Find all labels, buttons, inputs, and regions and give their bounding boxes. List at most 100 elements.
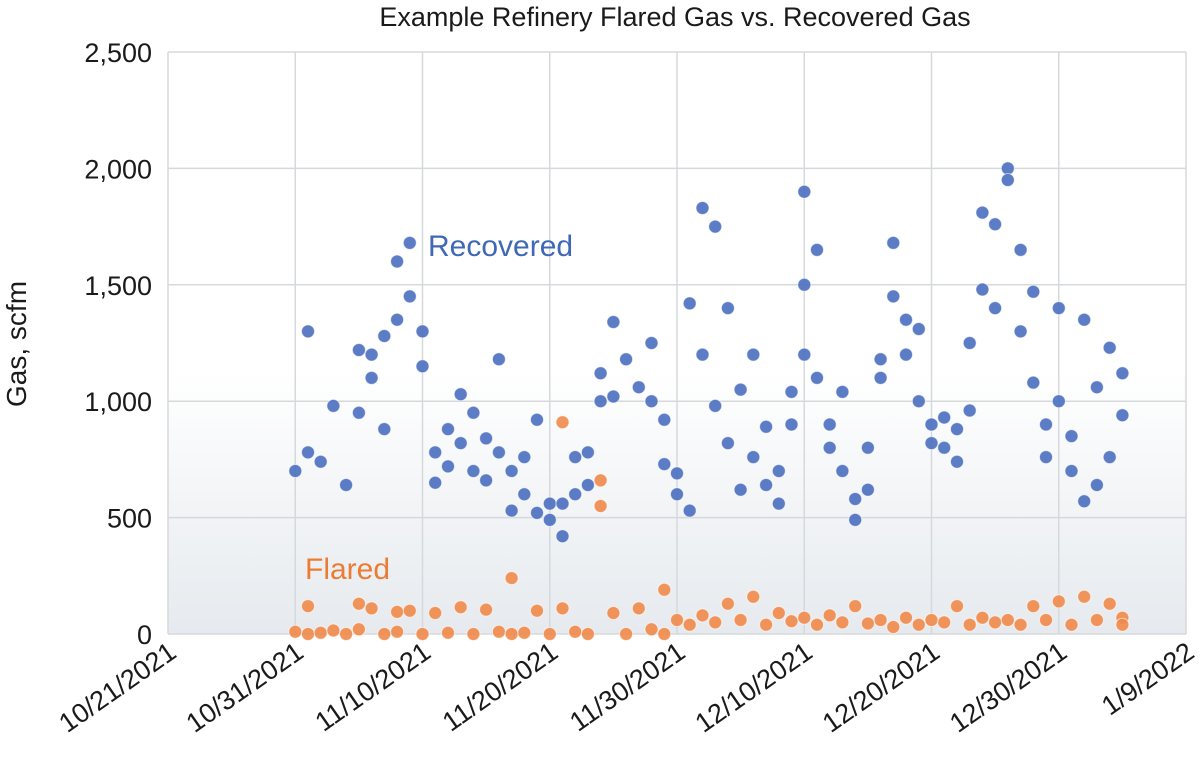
data-point-flared — [504, 571, 519, 586]
data-point-recovered — [301, 324, 315, 339]
data-point-flared — [886, 620, 901, 634]
x-tick-label: 1/9/2022 — [1096, 636, 1199, 721]
data-point-recovered — [428, 475, 443, 490]
data-point-flared — [962, 617, 977, 632]
data-point-recovered — [644, 394, 659, 409]
x-tick-label: 10/21/2021 — [54, 636, 182, 738]
data-point-recovered — [606, 315, 621, 329]
data-point-flared — [491, 624, 506, 639]
data-point-recovered — [364, 347, 379, 362]
data-point-recovered — [351, 343, 366, 357]
data-point-recovered — [670, 487, 684, 502]
data-point-flared — [708, 615, 723, 630]
data-point-recovered — [1077, 494, 1092, 509]
data-point-recovered — [504, 503, 519, 518]
data-point-recovered — [1026, 375, 1041, 390]
data-point-flared — [301, 599, 315, 614]
data-point-recovered — [479, 473, 494, 488]
chart-title: Example Refinery Flared Gas vs. Recovere… — [379, 2, 970, 32]
data-point-recovered — [441, 422, 455, 437]
data-point-recovered — [924, 417, 939, 432]
x-tick-label: 11/30/2021 — [564, 636, 690, 737]
data-point-recovered — [453, 436, 468, 451]
data-point-recovered — [835, 384, 850, 399]
data-point-flared — [746, 589, 761, 604]
data-point-flared — [593, 473, 608, 488]
data-point-flared — [644, 622, 659, 637]
series-label-recovered: Recovered — [428, 230, 573, 263]
data-point-recovered — [911, 322, 926, 336]
data-point-recovered — [1039, 450, 1053, 465]
data-point-recovered — [937, 440, 952, 455]
data-point-recovered — [822, 417, 837, 432]
data-point-flared — [351, 596, 366, 611]
data-point-flared — [1102, 596, 1117, 611]
data-point-recovered — [848, 492, 863, 506]
x-tick-label: 11/10/2021 — [310, 636, 436, 737]
data-point-recovered — [746, 450, 761, 465]
data-point-recovered — [759, 478, 774, 492]
data-point-flared — [428, 606, 443, 620]
data-point-recovered — [720, 301, 735, 316]
data-point-recovered — [962, 403, 977, 418]
data-point-flared — [657, 582, 672, 597]
data-point-recovered — [631, 380, 646, 395]
data-point-flared — [822, 608, 837, 623]
data-point-flared — [873, 613, 888, 627]
data-point-flared — [517, 625, 532, 640]
y-tick-label: 1,000 — [84, 387, 152, 417]
data-point-recovered — [288, 464, 303, 478]
data-point-flared — [555, 415, 570, 430]
data-point-flared — [1089, 613, 1104, 627]
data-point-recovered — [797, 347, 812, 362]
x-tick-label: 12/30/2021 — [944, 636, 1072, 738]
data-point-flared — [784, 614, 799, 629]
data-point-recovered — [860, 440, 875, 455]
data-point-flared — [593, 499, 608, 513]
data-point-flared — [810, 617, 824, 632]
data-point-recovered — [644, 336, 659, 350]
data-point-flared — [1051, 594, 1066, 609]
data-point-flared — [797, 610, 812, 625]
data-point-recovered — [975, 205, 990, 220]
data-point-recovered — [619, 352, 634, 367]
data-point-recovered — [1064, 464, 1079, 478]
data-point-flared — [390, 624, 405, 639]
data-point-recovered — [733, 482, 748, 497]
data-point-recovered — [810, 242, 824, 257]
data-point-recovered — [1077, 312, 1092, 327]
data-point-flared — [479, 602, 494, 617]
data-point-recovered — [695, 347, 710, 362]
data-point-recovered — [784, 417, 799, 432]
data-point-recovered — [771, 496, 786, 511]
x-tick-labels: 10/21/2021 10/31/2021 11/10/2021 11/20/2021… — [54, 636, 1200, 738]
data-point-flared — [453, 600, 468, 615]
data-point-flared — [504, 627, 519, 641]
y-tick-label: 1,500 — [84, 271, 152, 301]
data-point-recovered — [377, 422, 392, 437]
data-point-flared — [1077, 589, 1092, 604]
data-point-recovered — [555, 529, 570, 544]
data-point-recovered — [797, 277, 812, 292]
data-point-recovered — [733, 382, 748, 397]
data-point-recovered — [504, 464, 519, 478]
data-point-recovered — [390, 312, 405, 327]
data-point-recovered — [530, 505, 544, 520]
data-point-flared — [326, 623, 341, 638]
data-point-flared — [657, 627, 672, 641]
data-point-flared — [924, 613, 939, 627]
data-point-recovered — [924, 436, 939, 451]
data-point-flared — [377, 627, 392, 641]
data-point-flared — [466, 627, 481, 641]
data-point-recovered — [542, 512, 557, 527]
data-point-recovered — [759, 419, 774, 434]
data-point-flared — [542, 627, 557, 641]
data-point-recovered — [822, 440, 837, 455]
data-point-flared — [899, 610, 913, 625]
data-point-recovered — [1013, 324, 1028, 339]
data-point-recovered — [670, 466, 684, 481]
series-recovered — [288, 161, 1130, 544]
data-point-recovered — [402, 235, 417, 250]
data-point-recovered — [950, 422, 964, 437]
data-point-flared — [860, 616, 875, 631]
